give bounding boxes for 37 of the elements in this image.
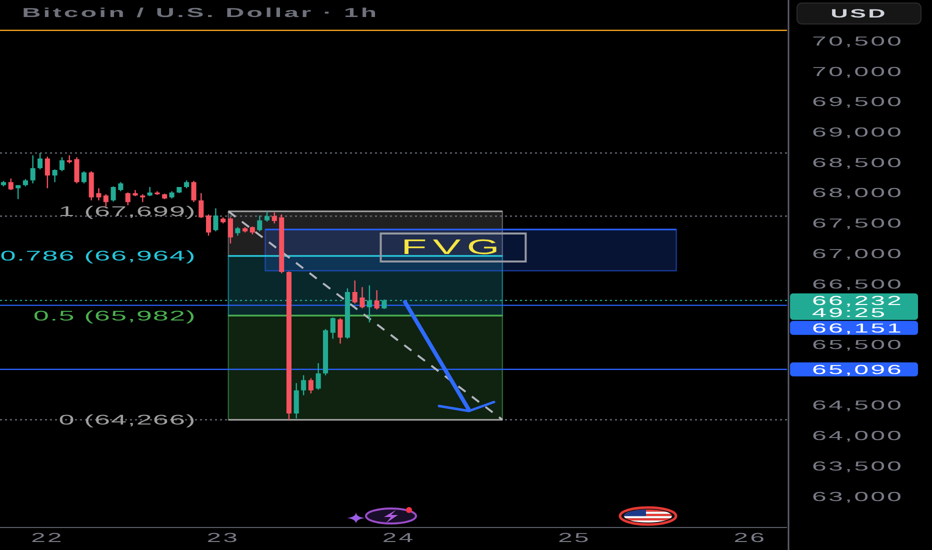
text: 1 (67,699) — [58, 203, 196, 220]
candlestick — [191, 180, 196, 202]
candlestick — [374, 290, 380, 310]
x-tick-label: 24 — [382, 530, 416, 546]
text: Bitcoin / U.S. Dollar · 1h — [22, 6, 379, 20]
candlestick — [96, 188, 102, 200]
text: 0.5 (65,982) — [33, 308, 196, 324]
y-tick-label: 67,500 — [812, 216, 904, 231]
y-tick-label: 70,500 — [812, 34, 904, 49]
y-tick-label: 63,000 — [812, 489, 904, 504]
x-tick-label: 23 — [206, 530, 240, 546]
y-tick-label: 63,500 — [812, 459, 904, 474]
x-tick-label: 25 — [558, 530, 591, 546]
ref-line-label: 66,151 — [812, 320, 904, 336]
y-tick-label: 64,000 — [812, 428, 904, 444]
candlestick — [132, 190, 138, 196]
text: 0.786 (66,964) — [0, 248, 196, 264]
x-tick-label: 22 — [30, 530, 64, 546]
candlestick — [360, 287, 365, 308]
y-axis-title: USD — [830, 7, 888, 21]
y-tick-label: 70,000 — [812, 64, 904, 79]
y-tick-label: 68,000 — [812, 186, 904, 200]
text: 0 (64,266) — [58, 412, 196, 428]
y-tick-label: 67,000 — [812, 246, 904, 262]
y-tick-label: 64,500 — [812, 398, 904, 413]
currency-button: USD — [796, 2, 922, 24]
y-tick-label: 65,500 — [812, 338, 904, 352]
y-tick-label: 66,500 — [812, 276, 904, 292]
annotation: FVG — [401, 236, 506, 260]
candlestick — [147, 187, 152, 196]
candlestick — [154, 191, 160, 195]
ref-line-label: 65,096 — [812, 362, 904, 377]
y-tick-label: 69,000 — [812, 125, 904, 140]
y-tick-label: 69,500 — [812, 94, 904, 110]
ref-line-label: 66,232 49:25 — [812, 293, 904, 320]
y-tick-label: 68,500 — [812, 155, 904, 170]
x-tick-label: 26 — [734, 530, 767, 546]
